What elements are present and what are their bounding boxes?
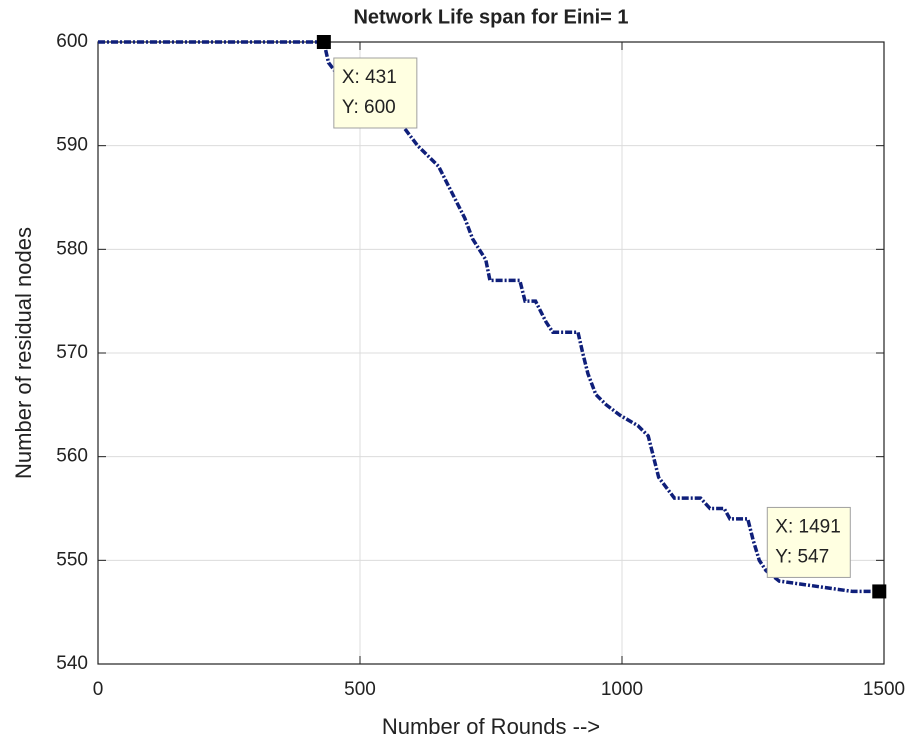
y-tick-label: 570 [56, 342, 88, 363]
datatip-text: Y: 547 [775, 546, 829, 567]
chart-title: Network Life span for Eini= 1 [353, 6, 628, 28]
datatip-text: X: 431 [342, 67, 397, 88]
datatip-box [333, 57, 418, 129]
y-tick-label: 560 [56, 446, 88, 467]
data-line [98, 40, 880, 594]
x-tick-label: 1000 [601, 679, 643, 700]
y-axis-label: Number of residual nodes [11, 227, 36, 479]
y-tick-label: 550 [56, 549, 88, 570]
y-tick-label: 580 [56, 238, 88, 259]
x-axis-label: Number of Rounds --> [382, 714, 600, 739]
x-tick-label: 1500 [863, 679, 905, 700]
y-tick-label: 600 [56, 31, 88, 52]
datatip-text: Y: 600 [342, 97, 396, 118]
datatip-box [766, 506, 851, 578]
datatip-marker [316, 35, 331, 49]
x-tick-label: 500 [344, 679, 376, 700]
y-tick-label: 540 [56, 653, 88, 674]
datatip-marker [872, 584, 887, 599]
x-tick-label: 0 [93, 679, 104, 700]
y-tick-label: 590 [56, 135, 88, 156]
datatip-text: X: 1491 [775, 516, 841, 537]
plot-frame [97, 41, 885, 665]
